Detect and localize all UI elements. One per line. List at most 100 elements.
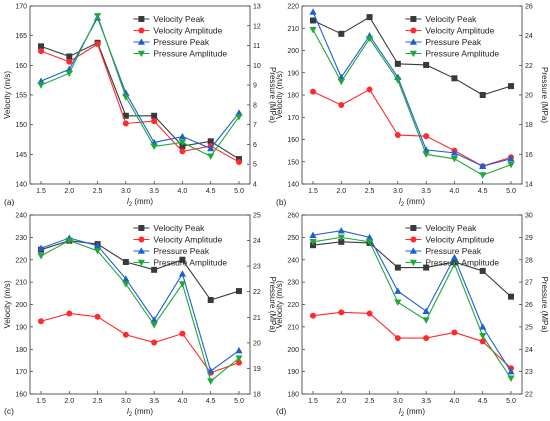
y-right-tick-label: 14 [525,182,533,189]
data-point-velocity-peak [394,264,401,271]
x-tick-label: 3.0 [393,398,403,405]
data-point-pressure-amplitude [507,161,515,169]
data-point-velocity-amplitude [179,330,186,337]
y-right-tick-label: 18 [253,392,261,399]
data-point-pressure-amplitude [337,234,345,241]
y-left-tick-label: 170 [287,115,299,122]
series-line-pressure-amplitude [40,14,240,158]
data-point-velocity-amplitude [38,48,44,55]
y-right-tick-label: 12 [253,23,261,30]
data-point-pressure-amplitude [122,281,130,288]
panel-label: (b) [276,197,287,207]
legend-marker-velocity-peak [138,16,145,22]
data-point-velocity-amplitude [236,159,242,166]
data-point-pressure-amplitude [150,143,158,151]
data-point-velocity-amplitude [66,58,73,65]
data-point-pressure-amplitude [394,77,402,84]
x-tick-label: 3.0 [121,398,131,405]
legend-marker-pressure-amplitude [137,259,145,267]
y-right-tick-label: 30 [525,213,533,220]
legend-marker-velocity-amplitude [410,236,417,243]
x-axis-label: l2 (mm) [399,407,425,418]
legend-marker-pressure-amplitude [409,50,417,58]
data-point-velocity-amplitude [423,335,430,342]
legend-entry-velocity-amplitude: Velocity Amplitude [425,26,494,36]
y-left-tick-label: 180 [287,93,299,100]
x-tick-label: 2.0 [64,398,74,405]
legend-marker-pressure-amplitude [409,259,417,267]
data-point-velocity-peak [394,60,401,67]
data-point-velocity-peak [479,267,486,274]
y-right-tick-label: 9 [253,83,257,90]
data-point-velocity-peak [423,264,430,271]
y-left-tick-label: 200 [287,48,299,55]
data-point-velocity-peak [207,138,214,145]
data-point-pressure-peak [337,227,345,234]
data-point-pressure-amplitude [150,322,158,329]
y-right-tick-label: 5 [253,162,257,169]
series-line-velocity-amplitude [312,311,512,369]
data-point-pressure-amplitude [507,375,515,382]
y-left-tick-label: 140 [15,182,27,189]
data-point-pressure-amplitude [394,299,402,306]
x-tick-label: 1.5 [36,188,46,195]
x-tick-label: 1.5 [36,398,46,405]
data-point-velocity-amplitude [423,133,430,140]
y-left-tick-label: 260 [287,213,299,220]
data-point-velocity-peak [338,238,345,245]
data-point-velocity-amplitude [66,310,73,317]
y-right-tick-label: 22 [525,63,533,70]
data-point-velocity-amplitude [394,335,401,342]
y-left-tick-label: 165 [15,33,27,40]
y-left-tick-label: 250 [287,235,299,242]
data-point-velocity-peak [451,75,458,82]
y-right-axis-label: Pressure (MPa) [540,67,549,123]
data-point-velocity-peak [338,30,345,37]
y-right-tick-label: 6 [253,142,257,149]
data-point-pressure-amplitude [235,113,243,121]
data-point-velocity-peak [479,92,486,98]
x-tick-label: 2.5 [93,398,103,405]
x-tick-label: 2.5 [365,398,375,405]
data-point-velocity-amplitude [179,148,186,155]
data-point-velocity-amplitude [479,338,486,345]
panel-label: (a) [4,197,15,207]
x-tick-label: 5.0 [234,398,244,405]
data-point-pressure-amplitude [37,82,45,89]
data-point-pressure-amplitude [450,155,459,163]
data-point-velocity-amplitude [366,310,373,317]
x-tick-label: 3.5 [421,398,431,405]
data-point-velocity-peak [66,53,73,60]
x-tick-label: 4.5 [478,398,488,405]
data-point-pressure-amplitude [178,139,187,147]
y-left-tick-label: 220 [287,302,299,309]
y-right-tick-label: 13 [253,4,261,11]
y-right-tick-label: 24 [253,238,261,245]
y-right-tick-label: 24 [525,347,533,354]
x-tick-label: 3.5 [149,188,159,195]
y-left-tick-label: 200 [287,347,299,354]
y-right-tick-label: 23 [525,369,533,376]
y-left-axis-label: Velocity (m/s) [275,71,284,119]
legend-marker-velocity-amplitude [410,27,417,34]
legend-entry-velocity-peak: Velocity Peak [153,14,205,24]
data-point-velocity-peak [508,293,514,300]
legend-entry-pressure-amplitude: Pressure Amplitude [153,49,227,59]
data-point-pressure-amplitude [337,78,345,86]
x-tick-label: 4.0 [178,188,188,195]
series-line-pressure-amplitude [312,29,512,176]
y-right-tick-label: 4 [253,182,257,189]
data-point-pressure-peak [507,368,515,375]
y-right-axis-label: Pressure (MPa) [268,67,277,123]
y-left-tick-label: 160 [15,392,27,399]
legend-marker-velocity-peak [410,225,417,231]
legend-entry-velocity-amplitude: Velocity Amplitude [153,26,222,36]
y-left-tick-label: 140 [287,182,299,189]
data-point-pressure-amplitude [309,26,317,34]
series-line-velocity-peak [312,16,512,96]
y-right-tick-label: 26 [525,4,533,11]
data-point-velocity-amplitude [122,120,129,127]
data-point-velocity-peak [179,256,186,263]
legend-marker-pressure-amplitude [137,50,145,58]
data-point-pressure-amplitude [365,239,374,246]
